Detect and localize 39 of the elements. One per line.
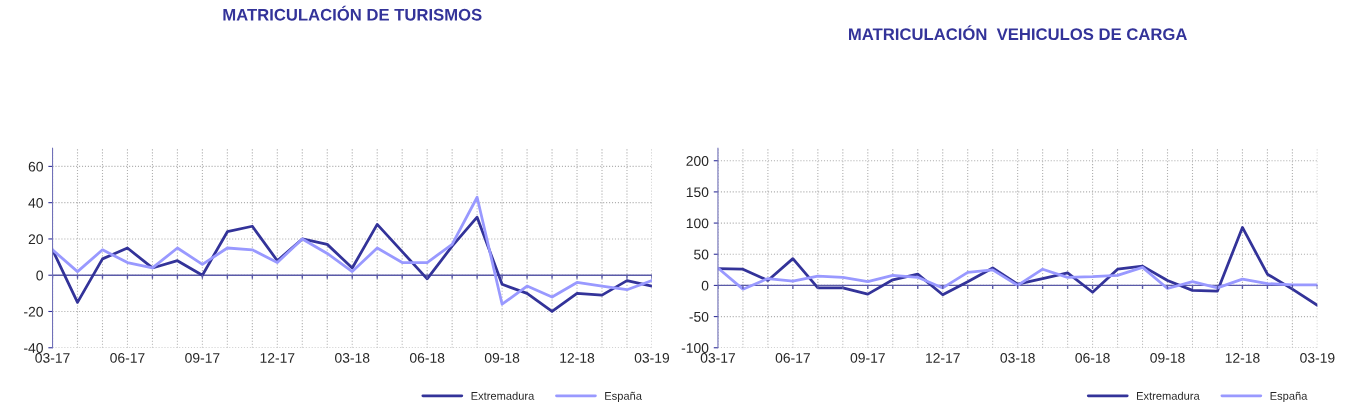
line-series: [717, 265, 1318, 291]
x-tick-label: 03-19: [1300, 352, 1335, 363]
y-tick-label: 200: [686, 156, 709, 166]
y-tick-label: -40: [24, 343, 43, 353]
x-tick-label: 12-18: [1225, 352, 1260, 363]
x-tick-label: 09-18: [1150, 352, 1185, 363]
y-tick-label: -20: [24, 306, 43, 317]
x-tick-label: 12-18: [560, 352, 595, 363]
legend-label: España: [1270, 391, 1308, 403]
y-tick-label: 0: [36, 270, 43, 281]
legend-label: Extremadura: [471, 391, 535, 400]
y-tick-label: 50: [694, 249, 709, 260]
y-tick-label: 60: [28, 161, 43, 172]
x-tick-label: 09-18: [484, 352, 520, 363]
x-tick-label: 09-17: [185, 352, 220, 363]
x-tick-label: 03-17: [35, 352, 70, 363]
x-tick-label: 06-18: [409, 352, 445, 363]
y-tick-label: 0: [701, 280, 709, 291]
y-tick-label: 20: [28, 234, 43, 245]
y-tick-label: 100: [686, 218, 709, 229]
x-tick-label: 06-17: [775, 352, 810, 363]
chart-title: MATRICULACIÓN VEHICULOS DE CARGA: [849, 25, 1187, 41]
x-tick-label: 09-17: [850, 352, 885, 363]
line-series: [52, 195, 652, 306]
legend-label: España: [605, 391, 642, 403]
x-tick-label: 03-19: [634, 352, 670, 363]
x-tick-label: 03-18: [1000, 352, 1035, 363]
y-tick-label: 150: [686, 187, 709, 198]
x-tick-label: 03-17: [700, 352, 736, 363]
x-tick-label: 12-17: [260, 352, 295, 363]
x-tick-label: 03-18: [335, 352, 370, 363]
y-tick-label: 40: [28, 198, 43, 208]
y-tick-label: -50: [689, 311, 709, 322]
legend-label: Extremadura: [1136, 391, 1200, 400]
x-tick-label: 12-17: [926, 352, 960, 363]
x-tick-label: 06-17: [110, 352, 145, 363]
y-tick-label: -100: [681, 343, 709, 353]
chart-title: MATRICULACIÓN DE TURISMOS: [223, 5, 482, 21]
x-tick-label: 06-18: [1075, 352, 1110, 363]
